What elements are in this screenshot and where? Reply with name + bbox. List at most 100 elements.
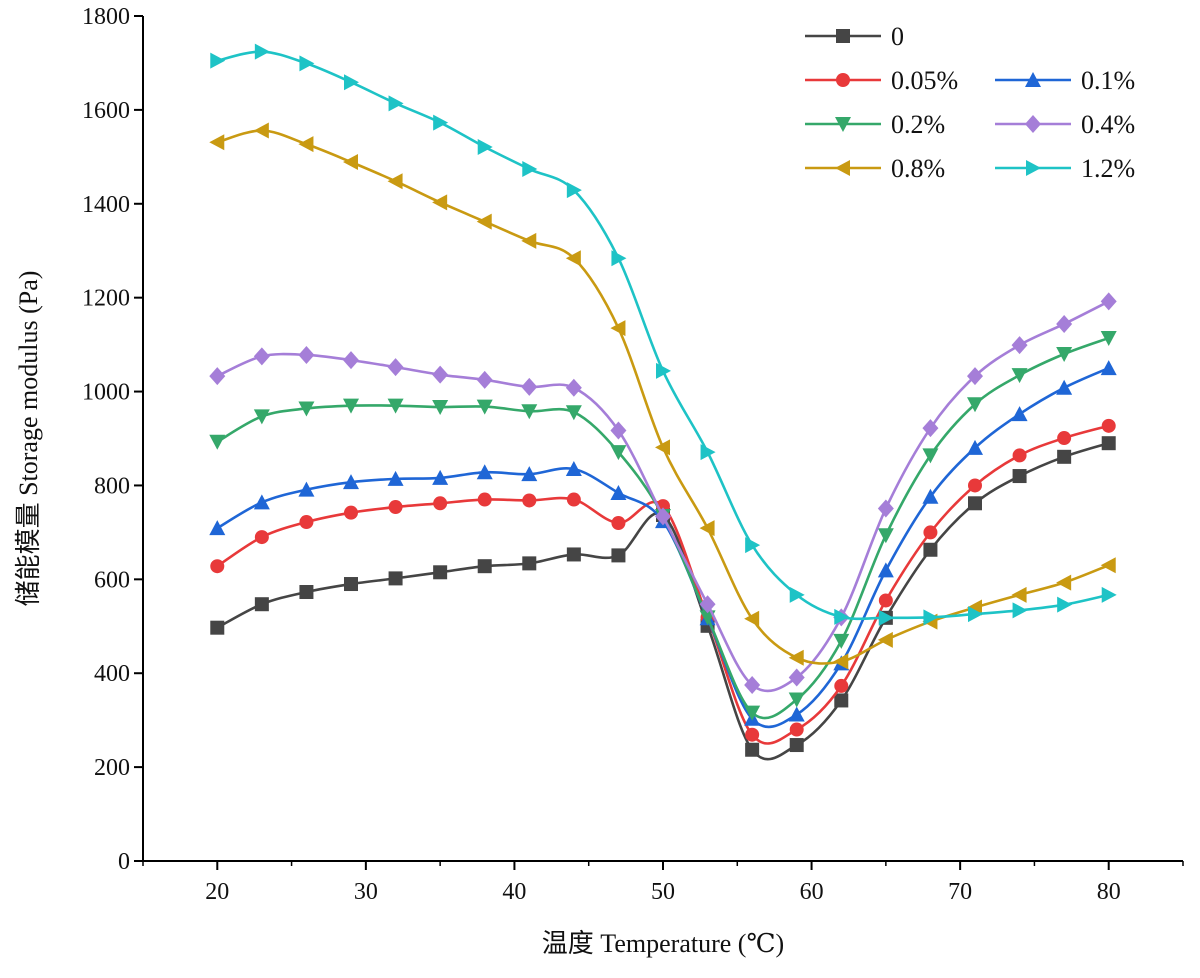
data-point (254, 597, 269, 612)
data-point (745, 742, 760, 757)
data-point (1011, 368, 1028, 384)
data-point (521, 377, 538, 396)
data-point (834, 678, 849, 693)
data-point (299, 55, 315, 72)
data-point (209, 434, 226, 450)
data-point (1101, 436, 1116, 451)
x-tick-label: 60 (800, 879, 824, 905)
data-point (788, 668, 805, 687)
data-point (344, 74, 359, 91)
data-point (877, 631, 893, 648)
data-point (521, 466, 538, 482)
legend-entry: 0.1% (995, 66, 1135, 95)
data-point (1056, 574, 1072, 591)
data-point (298, 481, 315, 497)
data-point (432, 194, 448, 211)
data-point (878, 609, 894, 626)
x-tick-label: 20 (205, 879, 229, 905)
data-point (1100, 292, 1117, 311)
data-point (387, 358, 404, 377)
y-tick-label: 400 (94, 661, 130, 687)
x-tick-label: 80 (1097, 879, 1121, 905)
legend-label: 0.1% (1081, 66, 1135, 95)
data-point (343, 398, 359, 414)
data-point (566, 182, 582, 199)
data-point (788, 706, 805, 722)
data-point (253, 409, 270, 425)
data-point (877, 499, 894, 518)
data-point (476, 213, 492, 230)
data-point (343, 474, 359, 490)
data-point (967, 367, 983, 386)
x-tick-label: 70 (948, 879, 972, 905)
data-point (744, 705, 761, 721)
legend-marker (1026, 160, 1041, 176)
data-point (388, 95, 404, 112)
data-point (967, 439, 983, 455)
legend-marker (1025, 72, 1041, 87)
data-point (522, 161, 538, 178)
data-point (1100, 331, 1117, 347)
data-point (1056, 314, 1073, 333)
data-point (922, 488, 939, 504)
data-point (388, 500, 403, 515)
data-point (967, 397, 983, 413)
data-point (923, 525, 938, 540)
data-point (1012, 602, 1028, 619)
data-point (566, 492, 581, 507)
data-point (700, 444, 716, 461)
legend-entry: 0.2% (805, 110, 945, 139)
series-0p1pct (209, 360, 1117, 729)
data-point (388, 571, 403, 586)
data-point (968, 478, 982, 493)
data-point (655, 439, 670, 456)
legend: 0 0.05% 0.1% 0.2% 0.4% 0.8% 1.2% (805, 22, 1135, 183)
data-point (745, 727, 760, 742)
data-point (656, 362, 671, 379)
data-point (477, 492, 492, 507)
data-point (610, 445, 627, 461)
data-point (432, 469, 449, 485)
data-point (833, 633, 850, 649)
data-point (298, 401, 315, 417)
legend-entry: 0.4% (995, 110, 1135, 139)
data-point (877, 528, 894, 544)
series-line (216, 441, 1110, 761)
data-point (833, 653, 849, 670)
data-point (209, 134, 225, 151)
data-point (699, 520, 715, 537)
data-point (387, 398, 404, 414)
data-point (299, 585, 314, 600)
data-point (522, 493, 537, 508)
y-tick-label: 600 (94, 567, 130, 593)
data-point (1100, 360, 1117, 376)
series-line (216, 336, 1110, 720)
data-point (1101, 586, 1117, 603)
data-point (968, 496, 982, 511)
data-point (922, 448, 939, 464)
data-point (476, 399, 493, 415)
data-point (476, 464, 493, 480)
data-point (699, 595, 716, 614)
data-point (432, 365, 449, 384)
data-point (209, 520, 226, 536)
data-point (745, 537, 761, 554)
data-point (253, 122, 269, 139)
data-point (789, 738, 804, 753)
data-point (744, 675, 761, 694)
series-layer (209, 43, 1117, 761)
data-point (253, 347, 270, 366)
data-point (1056, 379, 1073, 395)
data-point (1057, 431, 1072, 446)
legend-marker (836, 73, 850, 87)
series-line (216, 424, 1110, 745)
legend-label: 0.4% (1081, 110, 1135, 139)
data-point (521, 232, 537, 249)
data-point (477, 138, 493, 155)
series-0p05pct (210, 418, 1116, 745)
data-point (923, 609, 939, 626)
data-point (834, 693, 849, 708)
data-point (1011, 406, 1028, 422)
axes: 20 30 40 50 60 70 8002004006008001000120014001… (82, 4, 1184, 905)
data-point (565, 405, 582, 421)
